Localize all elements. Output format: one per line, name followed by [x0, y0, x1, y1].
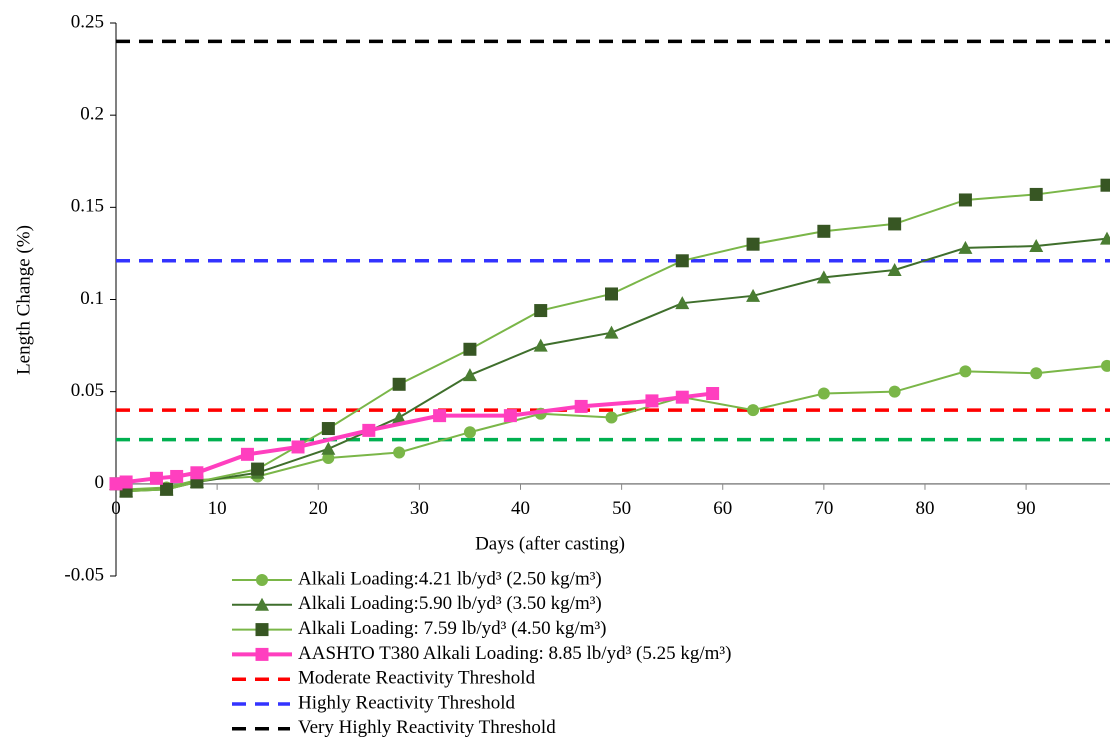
x-tick-label: 20: [309, 498, 328, 519]
legend-label: Alkali Loading:5.90 lb/yd³ (3.50 kg/m³): [298, 593, 602, 614]
marker: [322, 452, 335, 465]
legend-label: Very Highly Reactivity Threshold: [298, 717, 556, 738]
legend-label: AASHTO T380 Alkali Loading: 8.85 lb/yd³ …: [298, 643, 731, 664]
marker: [533, 338, 548, 352]
marker: [746, 237, 760, 251]
marker: [1029, 239, 1044, 253]
legend-marker: [255, 623, 269, 637]
x-tick-label: 50: [612, 498, 631, 519]
marker: [574, 399, 588, 413]
marker: [240, 447, 254, 461]
marker: [1101, 359, 1110, 372]
marker: [887, 263, 902, 277]
marker: [291, 440, 305, 454]
legend-label: Highly Reactivity Threshold: [298, 692, 516, 713]
marker: [816, 270, 831, 284]
marker: [109, 477, 123, 491]
marker: [605, 287, 618, 301]
marker: [503, 409, 517, 423]
marker: [1100, 178, 1110, 192]
x-tick-label: 90: [1017, 498, 1036, 519]
marker: [321, 422, 335, 436]
marker: [888, 217, 902, 231]
marker: [170, 469, 184, 483]
marker: [190, 466, 204, 480]
marker: [463, 426, 476, 439]
marker: [160, 482, 174, 496]
x-tick-label: 10: [208, 498, 227, 519]
marker: [149, 471, 163, 485]
x-tick-label: 30: [410, 498, 429, 519]
marker: [675, 390, 689, 404]
marker: [534, 304, 548, 318]
marker: [959, 365, 972, 378]
marker: [393, 446, 406, 459]
y-tick-label: 0.1: [80, 288, 104, 309]
marker: [392, 377, 406, 391]
marker: [746, 288, 761, 302]
x-tick-label: 80: [915, 498, 934, 519]
legend-marker: [255, 597, 269, 611]
x-tick-label: 40: [511, 498, 530, 519]
marker: [463, 342, 477, 356]
legend-marker: [255, 647, 269, 661]
marker: [1030, 367, 1043, 380]
marker: [392, 410, 407, 424]
marker: [362, 423, 376, 437]
y-tick-label: 0.2: [80, 104, 104, 125]
marker: [462, 368, 477, 382]
marker: [251, 462, 265, 476]
marker: [706, 387, 720, 401]
x-axis-label: Days (after casting): [475, 533, 625, 554]
marker: [958, 240, 973, 254]
x-tick-label: 0: [111, 498, 121, 519]
marker: [817, 387, 830, 400]
y-axis-label: Length Change (%): [13, 225, 34, 375]
marker: [675, 254, 689, 268]
y-tick-label: -0.05: [64, 564, 104, 585]
marker: [119, 475, 133, 489]
marker: [817, 224, 831, 238]
x-tick-label: 70: [814, 498, 833, 519]
y-tick-label: 0: [95, 472, 105, 493]
marker: [1029, 187, 1043, 201]
marker: [1100, 231, 1110, 245]
legend-label: Alkali Loading:4.21 lb/yd³ (2.50 kg/m³): [298, 568, 602, 589]
y-tick-label: 0.05: [71, 380, 104, 401]
marker: [675, 296, 690, 310]
marker: [888, 385, 901, 398]
marker: [604, 325, 619, 339]
marker: [433, 409, 447, 423]
legend-label: Alkali Loading: 7.59 lb/yd³ (4.50 kg/m³): [298, 618, 607, 639]
marker: [605, 411, 618, 424]
x-tick-label: 60: [713, 498, 732, 519]
marker: [958, 193, 972, 207]
marker: [321, 441, 336, 455]
y-tick-label: 0.15: [71, 196, 104, 217]
legend-marker: [256, 574, 268, 586]
marker: [747, 404, 760, 417]
y-tick-label: 0.25: [71, 11, 104, 32]
legend-label: Moderate Reactivity Threshold: [298, 668, 536, 689]
marker: [645, 394, 659, 408]
